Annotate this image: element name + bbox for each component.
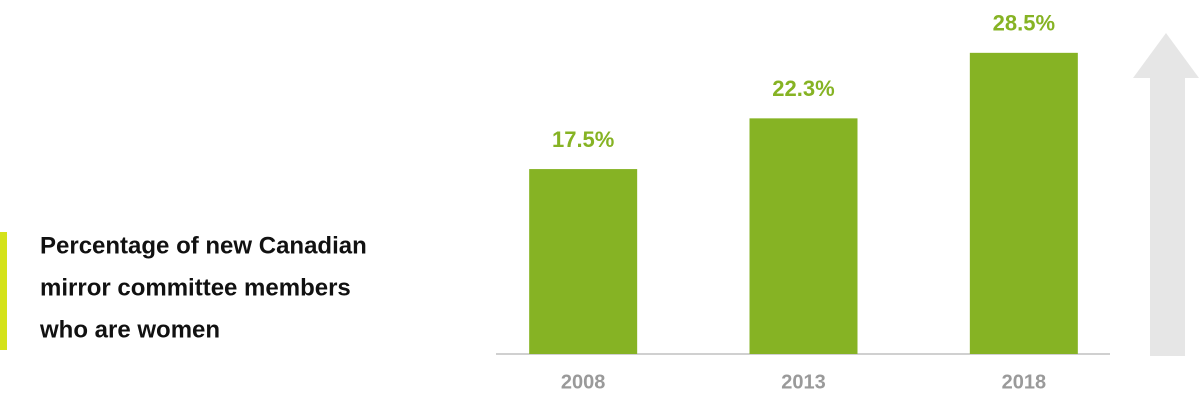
chart-title: Percentage of new Canadian (40, 232, 367, 259)
trend-arrow (1133, 33, 1199, 356)
x-tick-label: 2013 (781, 371, 826, 393)
bar (529, 169, 638, 354)
accent-bar (0, 232, 7, 350)
value-label: 17.5% (552, 127, 614, 152)
x-tick-label: 2008 (561, 371, 606, 393)
x-tick-label: 2018 (1002, 371, 1047, 393)
bar (969, 52, 1078, 355)
value-label: 22.3% (772, 76, 834, 101)
value-label: 28.5% (993, 11, 1055, 36)
bar (749, 118, 858, 355)
chart-title: who are women (39, 316, 220, 343)
chart-title: mirror committee members (40, 274, 351, 301)
